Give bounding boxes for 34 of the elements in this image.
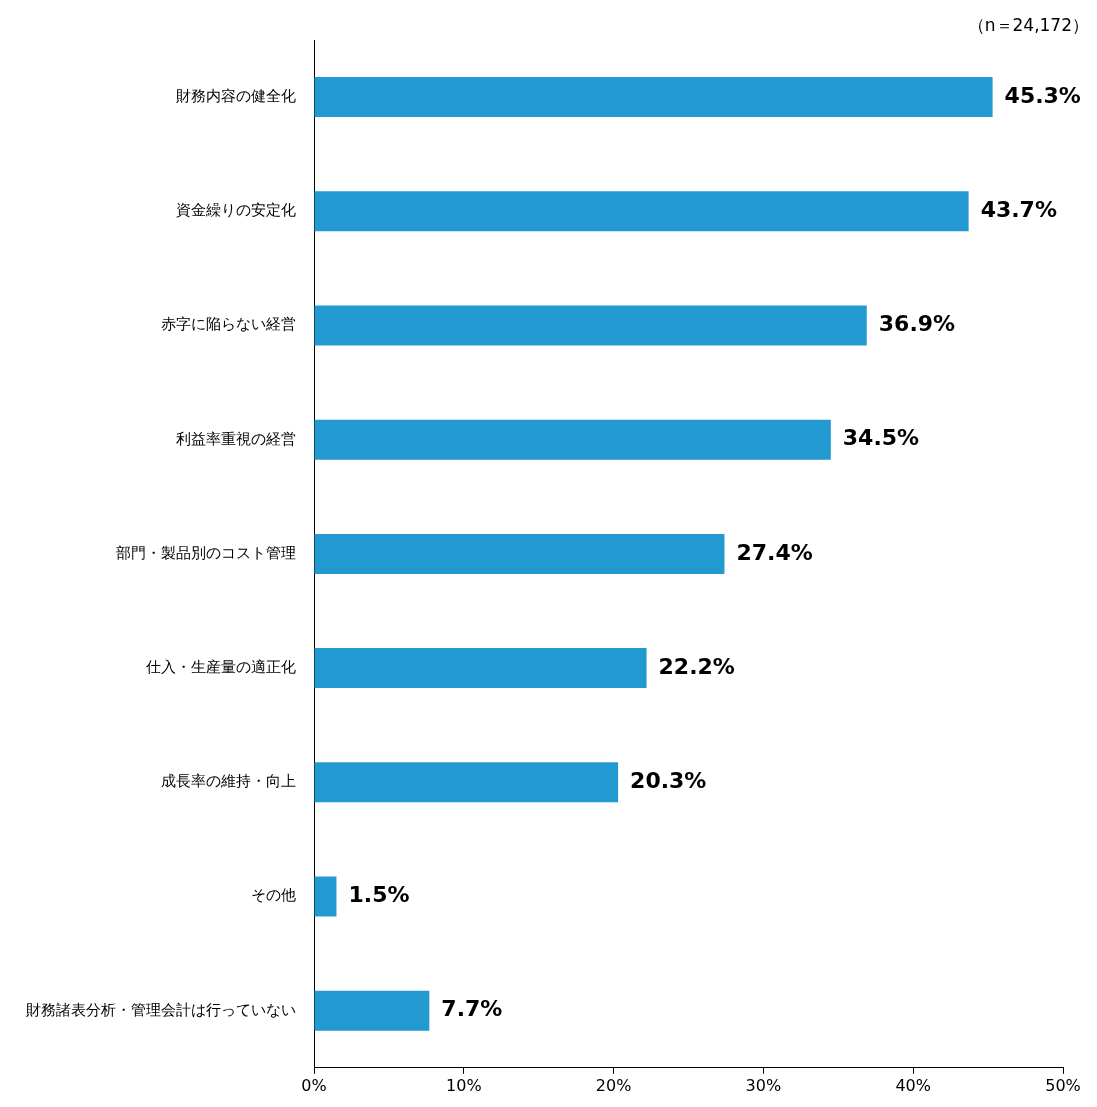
- y-tick-label: 資金繰りの安定化: [176, 201, 296, 220]
- bar: [314, 77, 993, 118]
- bar: [314, 762, 619, 803]
- y-tick-label: 部門・製品別のコスト管理: [116, 543, 296, 562]
- x-tick-label: 50%: [1045, 1075, 1081, 1095]
- data-label: 27.4%: [736, 539, 813, 565]
- bar: [314, 876, 337, 917]
- bar: [314, 990, 430, 1031]
- x-tick-label: 30%: [745, 1075, 782, 1095]
- data-label: 45.3%: [1004, 82, 1081, 108]
- y-tick-label: 利益率重視の経営: [176, 429, 296, 448]
- data-label: 36.9%: [878, 311, 956, 337]
- bar: [314, 648, 647, 689]
- x-tick-label: 20%: [595, 1075, 632, 1095]
- y-tick-label: 仕入・生産量の適正化: [145, 657, 296, 676]
- bar: [314, 533, 725, 574]
- data-label: 43.7%: [980, 197, 1057, 223]
- y-tick-label: 財務内容の健全化: [176, 86, 296, 105]
- bar: [314, 419, 831, 460]
- bar: [314, 305, 867, 346]
- data-label: 1.5%: [348, 882, 410, 908]
- y-tick-label: 財務諸表分析・管理会計は行っていない: [26, 1000, 296, 1019]
- x-tick-label: 0%: [301, 1075, 327, 1095]
- bar: [314, 191, 969, 232]
- y-tick-label: その他: [251, 886, 296, 905]
- x-tick-label: 10%: [446, 1075, 482, 1095]
- text: （n＝24,172）: [967, 14, 1089, 35]
- y-tick-label: 成長率の維持・向上: [161, 772, 296, 791]
- data-label: 7.7%: [441, 996, 503, 1022]
- y-tick-label: 赤字に陥らない経営: [161, 315, 296, 334]
- x-tick-label: 40%: [895, 1075, 931, 1095]
- data-label: 22.2%: [658, 653, 735, 679]
- data-label: 20.3%: [630, 768, 707, 794]
- data-label: 34.5%: [842, 425, 920, 451]
